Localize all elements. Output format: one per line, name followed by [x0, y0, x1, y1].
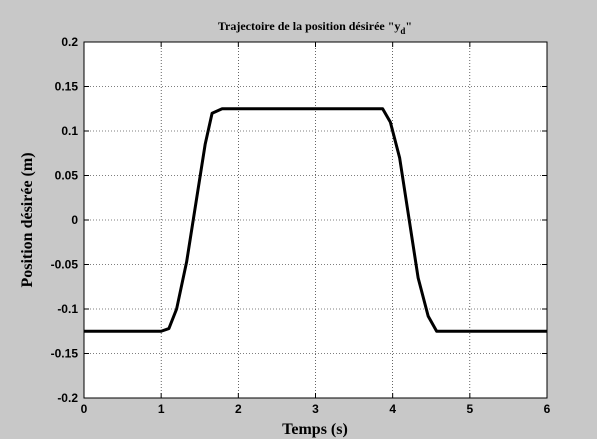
x-tick-label: 1: [158, 402, 165, 416]
y-tick-label: 0.2: [61, 35, 78, 49]
y-tick-label: 0.05: [55, 169, 79, 183]
axes-box: [83, 41, 548, 399]
x-tick-label: 2: [235, 402, 242, 416]
y-tick-label: -0.05: [51, 258, 79, 272]
x-tick-label: 5: [466, 402, 473, 416]
y-tick-label: -0.2: [57, 391, 78, 405]
x-tick-label: 6: [544, 402, 551, 416]
title-subscript: d: [400, 26, 405, 36]
x-axis-label: Temps (s): [282, 421, 348, 438]
y-tick-label: 0.1: [61, 124, 78, 138]
title-text: ": [405, 19, 412, 33]
y-tick-label: -0.1: [57, 302, 78, 316]
y-tick-label: -0.15: [51, 347, 79, 361]
line-series: [84, 107, 547, 333]
chart-title: Trajectoire de la position désirée "yd": [218, 19, 412, 36]
title-text: Trajectoire de la position désirée "y: [218, 19, 401, 33]
x-tick-label: 0: [81, 402, 88, 416]
y-tick-label: 0: [71, 213, 78, 227]
y-axis-label: Position désirée (m): [19, 152, 36, 287]
x-tick-label: 4: [389, 402, 396, 416]
x-tick-label: 3: [312, 402, 319, 416]
y-tick-label: 0.15: [55, 80, 79, 94]
